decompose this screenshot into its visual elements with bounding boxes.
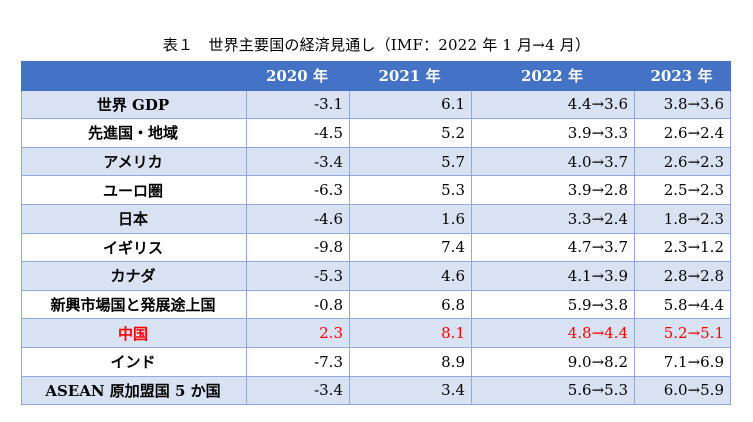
table-row: インド -7.3 8.9 9.0→8.2 7.1→6.9 <box>21 346 731 377</box>
cell-2020: -4.5 <box>246 118 350 148</box>
cell-2021: 5.3 <box>349 175 472 205</box>
cell-2021: 1.6 <box>349 203 472 234</box>
cell-2021: 8.9 <box>349 346 472 377</box>
cell-2023: 2.6→2.4 <box>634 118 731 148</box>
table-row: ユーロ圏 -6.3 5.3 3.9→2.8 2.5→2.3 <box>21 175 731 205</box>
table-row: ASEAN 原加盟国 5 か国 -3.4 3.4 5.6→5.3 6.0→5.9 <box>21 375 731 406</box>
cell-2020: -0.8 <box>246 289 350 320</box>
cell-2021: 8.1 <box>349 318 472 348</box>
cell-2021: 5.7 <box>349 146 472 177</box>
cell-2023: 2.5→2.3 <box>634 175 731 205</box>
header-row: 2020 年 2021 年 2022 年 2023 年 <box>21 61 731 91</box>
cell-2020: -9.8 <box>246 232 350 263</box>
cell-2021: 4.6 <box>349 261 472 291</box>
cell-2023: 2.3→1.2 <box>634 232 731 263</box>
header-2022: 2022 年 <box>471 61 635 91</box>
cell-2023: 5.8→4.4 <box>634 289 731 320</box>
cell-2020: 2.3 <box>246 318 350 348</box>
cell-2020: -3.1 <box>246 89 350 120</box>
cell-2021: 6.8 <box>349 289 472 320</box>
header-2020: 2020 年 <box>246 61 350 91</box>
cell-2020: -7.3 <box>246 346 350 377</box>
cell-2020: -5.3 <box>246 261 350 291</box>
cell-2023: 1.8→2.3 <box>634 203 731 234</box>
cell-2020: -3.4 <box>246 375 350 406</box>
cell-2023: 3.8→3.6 <box>634 89 731 120</box>
table-row: 日本 -4.6 1.6 3.3→2.4 1.8→2.3 <box>21 203 731 234</box>
cell-2022: 3.3→2.4 <box>471 203 635 234</box>
cell-2022: 5.6→5.3 <box>471 375 635 406</box>
row-label: インド <box>21 346 247 377</box>
cell-2023: 7.1→6.9 <box>634 346 731 377</box>
cell-2022: 4.1→3.9 <box>471 261 635 291</box>
row-label: 世界 GDP <box>21 89 247 120</box>
row-label: 新興市場国と発展途上国 <box>21 289 247 320</box>
cell-2022: 3.9→3.3 <box>471 118 635 148</box>
cell-2021: 7.4 <box>349 232 472 263</box>
cell-2022: 5.9→3.8 <box>471 289 635 320</box>
table-row: 先進国・地域 -4.5 5.2 3.9→3.3 2.6→2.4 <box>21 118 731 148</box>
cell-2021: 3.4 <box>349 375 472 406</box>
cell-2022: 3.9→2.8 <box>471 175 635 205</box>
header-2023: 2023 年 <box>634 61 731 91</box>
row-label: 先進国・地域 <box>21 118 247 148</box>
cell-2023: 5.2→5.1 <box>634 318 731 348</box>
header-2021: 2021 年 <box>349 61 472 91</box>
row-label: 日本 <box>21 203 247 234</box>
table-row: イギリス -9.8 7.4 4.7→3.7 2.3→1.2 <box>21 232 731 263</box>
economic-outlook-table: 2020 年 2021 年 2022 年 2023 年 世界 GDP -3.1 … <box>21 61 731 406</box>
row-label: ユーロ圏 <box>21 175 247 205</box>
cell-2021: 6.1 <box>349 89 472 120</box>
cell-2022: 4.7→3.7 <box>471 232 635 263</box>
table-row-highlighted: 中国 2.3 8.1 4.8→4.4 5.2→5.1 <box>21 318 731 348</box>
cell-2022: 4.8→4.4 <box>471 318 635 348</box>
cell-2022: 4.0→3.7 <box>471 146 635 177</box>
table-row: 新興市場国と発展途上国 -0.8 6.8 5.9→3.8 5.8→4.4 <box>21 289 731 320</box>
row-label: ASEAN 原加盟国 5 か国 <box>21 375 247 406</box>
row-label: アメリカ <box>21 146 247 177</box>
cell-2023: 2.8→2.8 <box>634 261 731 291</box>
cell-2020: -3.4 <box>246 146 350 177</box>
row-label: イギリス <box>21 232 247 263</box>
cell-2022: 9.0→8.2 <box>471 346 635 377</box>
table-caption: 表１ 世界主要国の経済見通し（IMF：2022 年 1 月→4 月） <box>162 36 591 54</box>
header-corner <box>21 61 247 91</box>
row-label: カナダ <box>21 261 247 291</box>
table-row: 世界 GDP -3.1 6.1 4.4→3.6 3.8→3.6 <box>21 89 731 120</box>
cell-2023: 6.0→5.9 <box>634 375 731 406</box>
cell-2021: 5.2 <box>349 118 472 148</box>
table-row: アメリカ -3.4 5.7 4.0→3.7 2.6→2.3 <box>21 146 731 177</box>
cell-2023: 2.6→2.3 <box>634 146 731 177</box>
cell-2020: -4.6 <box>246 203 350 234</box>
row-label: 中国 <box>21 318 247 348</box>
cell-2020: -6.3 <box>246 175 350 205</box>
cell-2022: 4.4→3.6 <box>471 89 635 120</box>
table-row: カナダ -5.3 4.6 4.1→3.9 2.8→2.8 <box>21 261 731 291</box>
